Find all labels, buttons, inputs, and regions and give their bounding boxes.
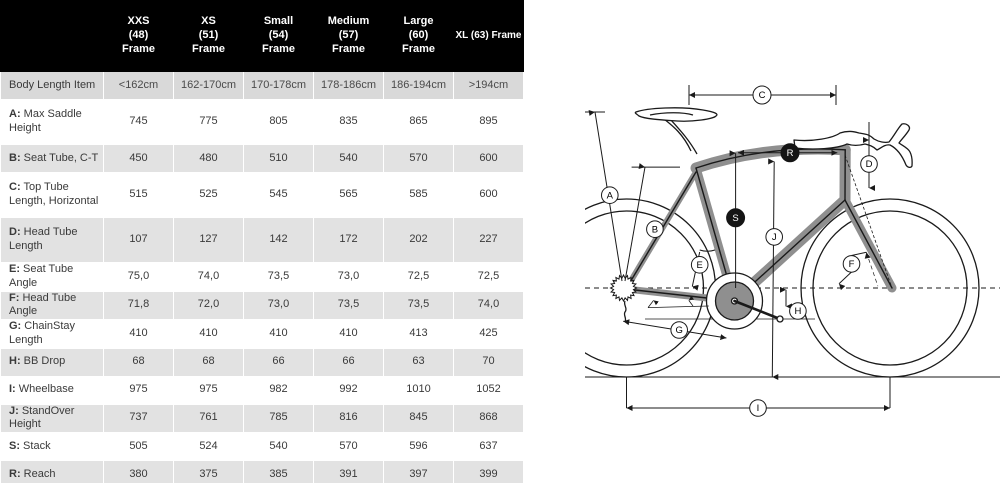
svg-text:D: D — [866, 159, 873, 170]
svg-text:E: E — [697, 260, 703, 271]
svg-text:F: F — [849, 259, 855, 270]
svg-text:G: G — [676, 325, 683, 336]
svg-text:J: J — [772, 232, 777, 243]
svg-text:H: H — [794, 306, 801, 317]
svg-text:B: B — [652, 224, 658, 235]
svg-text:A: A — [607, 190, 614, 201]
svg-text:C: C — [759, 90, 766, 101]
svg-text:R: R — [787, 148, 794, 159]
svg-text:I: I — [757, 403, 760, 414]
svg-text:S: S — [732, 213, 738, 224]
